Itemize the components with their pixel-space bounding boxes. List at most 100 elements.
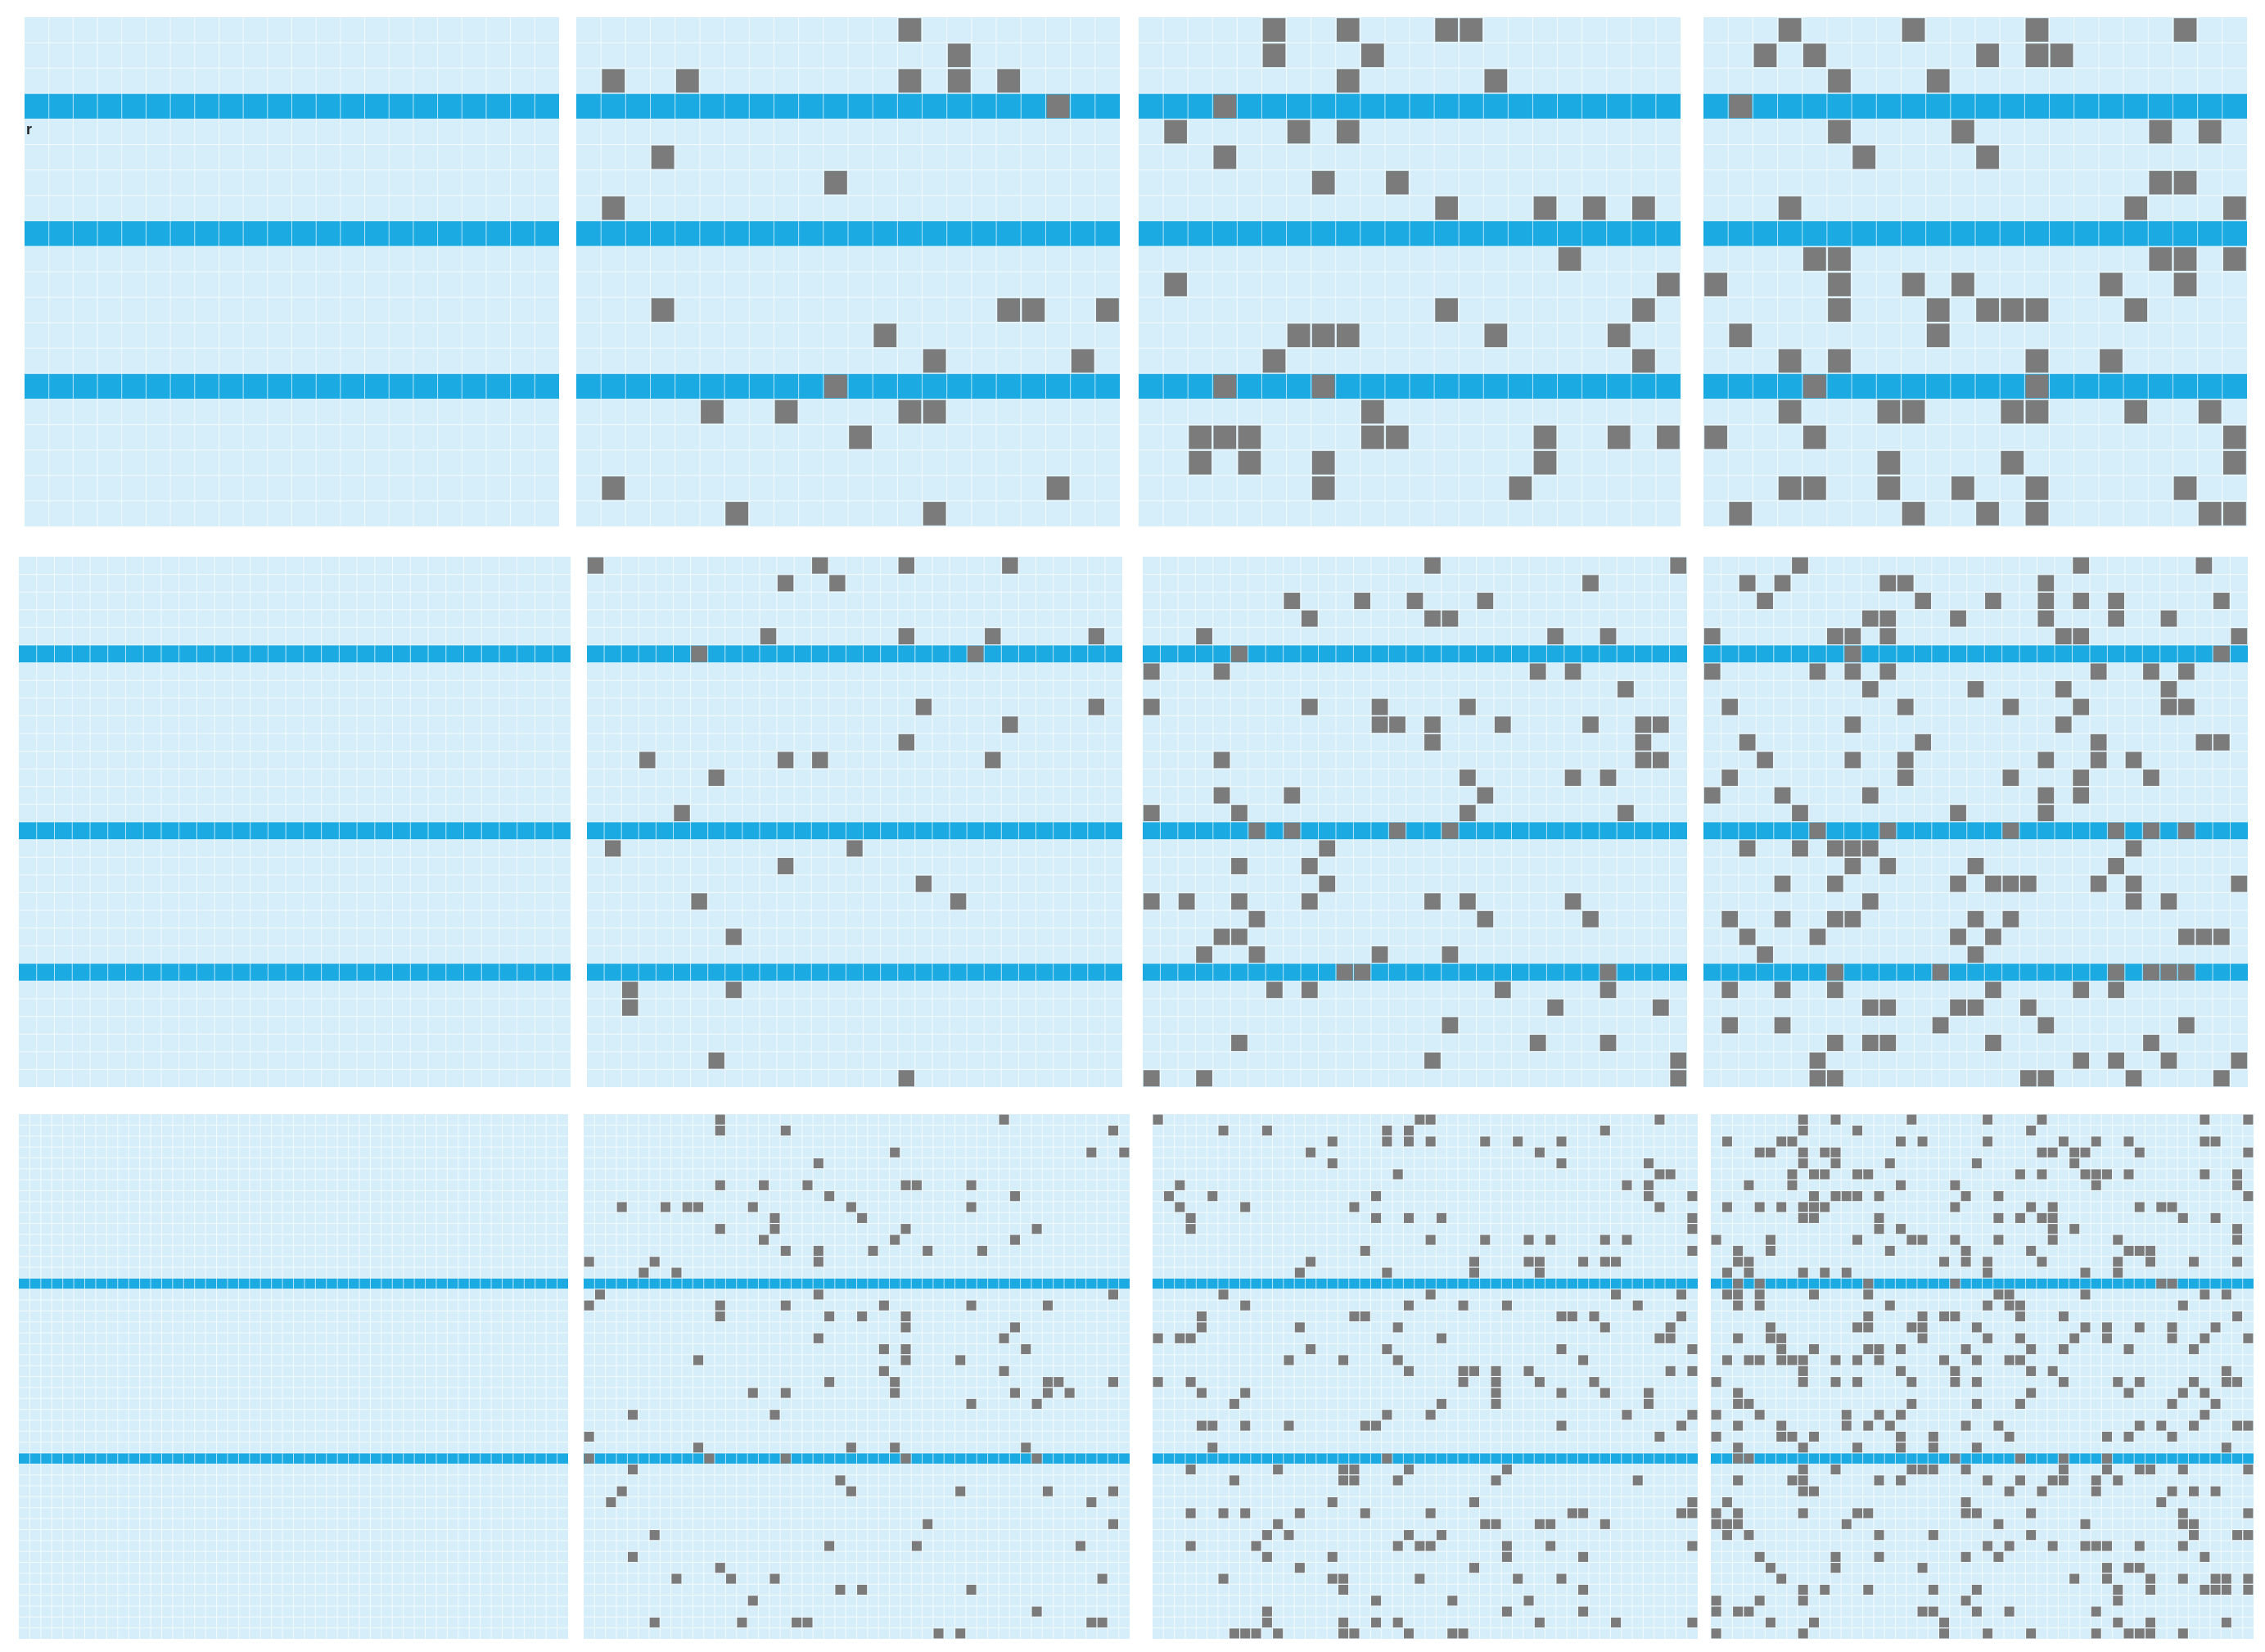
occupied-cell xyxy=(1632,298,1655,322)
occupied-cell xyxy=(1828,349,1851,373)
occupied-cell xyxy=(1031,1398,1042,1409)
occupied-cell xyxy=(1046,476,1070,500)
occupied-cell xyxy=(1754,1355,1765,1365)
occupied-cell xyxy=(1143,1070,1160,1087)
occupied-cell xyxy=(1703,787,1721,804)
occupied-cell xyxy=(1178,893,1195,910)
occupied-cell xyxy=(1928,1584,1938,1595)
cell-grid-lines xyxy=(587,557,1122,1087)
occupied-cell xyxy=(1185,1508,1196,1519)
occupied-cell xyxy=(584,1453,594,1464)
occupied-cell xyxy=(2177,1541,2188,1551)
occupied-cell xyxy=(2080,1169,2091,1180)
occupied-cell xyxy=(1231,893,1248,910)
occupied-cell xyxy=(2198,120,2222,144)
occupied-cell xyxy=(2037,787,2055,804)
occupied-cell xyxy=(1971,1377,1982,1388)
occupied-cell xyxy=(1863,1344,1874,1355)
occupied-cell xyxy=(1960,1257,1971,1267)
occupied-cell xyxy=(1960,1496,1971,1508)
occupied-cell xyxy=(2231,1052,2248,1069)
occupied-cell xyxy=(1841,1267,1852,1278)
occupied-cell xyxy=(1897,698,1914,715)
occupied-cell xyxy=(1392,1355,1403,1365)
occupied-cell xyxy=(1599,1322,1610,1333)
occupied-cell xyxy=(1733,1606,1744,1617)
occupied-cell xyxy=(1776,1202,1787,1212)
occupied-cell xyxy=(1458,1377,1469,1388)
occupied-cell xyxy=(1729,502,1753,526)
occupied-cell xyxy=(2189,1486,2200,1496)
occupied-cell xyxy=(2037,575,2055,592)
occupied-cell xyxy=(1480,1234,1491,1245)
occupied-cell xyxy=(2189,1257,2200,1267)
occupied-cell xyxy=(2069,1573,2080,1584)
occupied-cell xyxy=(1567,1508,1577,1519)
occupied-cell xyxy=(873,323,897,348)
occupied-cell xyxy=(2156,1278,2167,1289)
occupied-cell xyxy=(2189,1519,2200,1529)
occupied-cell xyxy=(1599,1519,1610,1529)
occupied-cell xyxy=(2189,1530,2200,1541)
occupied-cell xyxy=(1582,910,1599,928)
occupied-cell xyxy=(1480,1136,1491,1147)
occupied-cell xyxy=(1611,1289,1622,1300)
occupied-cell xyxy=(1213,94,1237,119)
occupied-cell xyxy=(2073,593,2090,609)
occupied-cell xyxy=(1382,1344,1392,1355)
occupied-cell xyxy=(708,1052,724,1069)
occupied-cell xyxy=(1917,1322,1928,1333)
occupied-cell xyxy=(898,557,914,574)
occupied-cell xyxy=(759,1180,769,1190)
occupied-cell xyxy=(1196,946,1212,963)
occupied-cell xyxy=(2025,476,2049,500)
occupied-cell xyxy=(1803,43,1826,67)
grid-panel xyxy=(1139,17,1681,526)
occupied-cell xyxy=(1830,1355,1841,1365)
occupied-cell xyxy=(857,1311,868,1322)
occupied-cell xyxy=(1338,1464,1349,1475)
occupied-cell xyxy=(1513,1573,1523,1584)
occupied-cell xyxy=(1654,1114,1665,1125)
occupied-cell xyxy=(2134,1377,2145,1388)
occupied-cell xyxy=(2073,698,2090,715)
occupied-cell xyxy=(2091,1541,2101,1551)
occupied-cell xyxy=(1442,610,1459,627)
occupied-cell xyxy=(693,1442,704,1453)
occupied-cell xyxy=(1852,1234,1863,1245)
occupied-cell xyxy=(1436,1212,1447,1223)
occupied-cell xyxy=(1852,1355,1863,1365)
occupied-cell xyxy=(660,1202,671,1212)
occupied-cell xyxy=(1382,1267,1392,1278)
occupied-cell xyxy=(900,1453,911,1464)
occupied-cell xyxy=(1240,1628,1251,1639)
occupied-cell xyxy=(1874,1212,1884,1223)
occupied-cell xyxy=(1960,1344,1971,1355)
occupied-cell xyxy=(1902,273,1925,296)
occupied-cell xyxy=(2047,1224,2058,1234)
occupied-cell xyxy=(1403,1300,1414,1311)
occupied-cell xyxy=(691,893,707,910)
occupied-cell xyxy=(2134,1245,2145,1257)
occupied-cell xyxy=(1809,1070,1826,1087)
occupied-cell xyxy=(1950,1311,1960,1322)
occupied-cell xyxy=(726,1573,737,1584)
occupied-cell xyxy=(2037,1257,2047,1267)
occupied-cell xyxy=(1896,1224,1906,1234)
occupied-cell xyxy=(2232,1420,2243,1431)
occupied-cell xyxy=(1484,323,1508,348)
occupied-cell xyxy=(2124,399,2148,424)
occupied-cell xyxy=(1861,787,1879,804)
occupied-cell xyxy=(898,628,914,645)
occupied-cell xyxy=(1896,1442,1906,1453)
occupied-cell xyxy=(1676,1311,1687,1322)
occupied-cell xyxy=(1765,1333,1775,1343)
occupied-cell xyxy=(1108,1125,1119,1136)
occupied-cell xyxy=(1491,1388,1501,1398)
occupied-cell xyxy=(1578,1584,1589,1595)
occupied-cell xyxy=(2080,1322,2091,1333)
occupied-cell xyxy=(1687,1365,1698,1376)
occupied-cell xyxy=(1578,1551,1589,1562)
occupied-cell xyxy=(813,1333,823,1343)
occupied-cell xyxy=(602,476,625,500)
